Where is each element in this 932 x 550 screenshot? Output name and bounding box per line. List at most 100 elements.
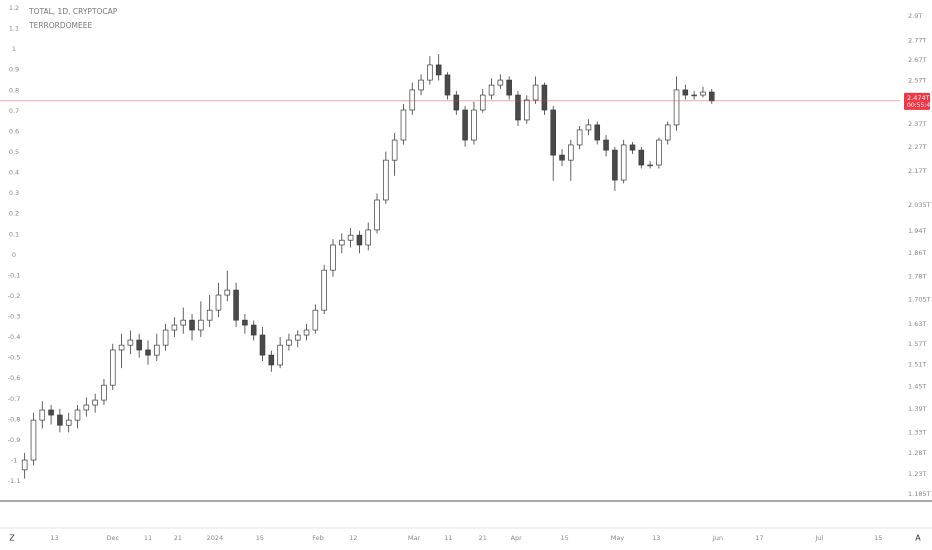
x-tick-label: 21	[174, 534, 182, 542]
candle-body	[374, 199, 380, 231]
x-tick-label: 13	[50, 534, 58, 542]
x-tick-label: Jun	[712, 534, 723, 542]
y-tick-label: -0.6	[8, 374, 21, 382]
candle-body	[83, 404, 90, 411]
candle-body	[198, 319, 204, 331]
y-tick-label: 0.3	[9, 189, 19, 197]
countdown-label: 00:55:42	[907, 102, 932, 109]
y2-tick-label: 1.78T	[908, 273, 926, 281]
candle-body	[330, 244, 336, 271]
y-tick-label: 0.2	[9, 210, 19, 218]
candle-body	[620, 144, 627, 181]
x-tick-label: May	[611, 534, 625, 542]
candle-body	[339, 239, 345, 246]
y-tick-label: -1.1	[8, 477, 21, 485]
y-tick-label: 1.2	[9, 4, 19, 12]
candle-body	[74, 409, 81, 421]
y2-tick-label: 1.33T	[908, 428, 926, 436]
candle-body	[206, 309, 213, 321]
y-tick-label: -0.8	[8, 415, 21, 423]
y-tick-label: 0.7	[9, 107, 19, 115]
candle-body	[171, 324, 178, 331]
x-tick-label: Feb	[312, 534, 324, 542]
candle-body	[594, 124, 601, 141]
candle-body	[118, 344, 125, 351]
y2-tick-label: 2.9T	[908, 12, 922, 20]
candle-body	[189, 319, 195, 331]
y2-tick-label: 2.035T	[908, 201, 931, 209]
candle-body	[550, 109, 556, 156]
x-tick-label: 13	[652, 534, 660, 542]
y-tick-label: -0.9	[8, 436, 21, 444]
y-tick-label: 0	[12, 251, 16, 259]
scale-button[interactable]: Z	[9, 534, 15, 543]
y2-tick-label: 1.185T	[908, 490, 931, 498]
candle-body	[180, 319, 187, 326]
candle-body	[136, 339, 142, 351]
y-tick-label: -0.3	[8, 313, 21, 321]
y2-tick-label: 2.27T	[908, 143, 926, 151]
y-tick-label: 0.9	[9, 66, 19, 74]
candle-body	[427, 64, 433, 81]
candle-body	[497, 79, 504, 86]
y2-tick-label: 1.705T	[908, 296, 931, 304]
x-tick-label: 12	[349, 534, 357, 542]
y-tick-label: -0.1	[8, 271, 21, 279]
y-tick-label: 1.1	[9, 25, 19, 33]
x-tick-label: 15	[256, 534, 264, 542]
candle-body	[409, 89, 416, 111]
candle-body	[612, 149, 618, 181]
candle-body	[233, 289, 239, 321]
y2-tick-label: 1.57T	[908, 340, 926, 348]
candle-body	[48, 409, 54, 416]
candle-body	[101, 384, 107, 401]
x-tick-label: Apr	[511, 534, 523, 542]
x-tick-label: 15	[874, 534, 882, 542]
x-tick-label: Jul	[814, 534, 823, 542]
candle-body	[294, 334, 301, 341]
y-tick-label: 0.8	[9, 86, 19, 94]
candle-body	[109, 349, 116, 386]
candle-body	[418, 79, 424, 91]
candle-body	[321, 269, 327, 311]
y-tick-label: 0.1	[9, 230, 19, 238]
candle-body	[629, 144, 636, 151]
candle-body	[524, 99, 530, 121]
candle-body	[708, 91, 715, 102]
y2-tick-label: 1.45T	[908, 382, 926, 390]
candle-body	[145, 349, 151, 356]
y2-tick-label: 2.67T	[908, 56, 926, 64]
y-tick-label: -1	[11, 457, 17, 465]
candle-body	[638, 149, 645, 166]
candle-body	[57, 414, 63, 426]
y2-tick-label: 2.57T	[908, 77, 926, 85]
candle-body	[691, 94, 697, 97]
candle-body	[286, 339, 292, 346]
candle-body	[471, 109, 477, 141]
candle-body	[462, 109, 468, 141]
candle-body	[400, 109, 407, 141]
y-tick-label: -0.4	[8, 333, 21, 341]
candle-body	[303, 329, 310, 336]
candle-body	[250, 324, 257, 336]
candle-body	[312, 309, 319, 331]
y-tick-label: -0.5	[8, 354, 21, 362]
candle-body	[39, 409, 46, 421]
y2-tick-label: 1.39T	[908, 405, 926, 413]
candle-body	[391, 139, 398, 161]
y2-tick-label: 2.37T	[908, 120, 926, 128]
candle-body	[532, 84, 539, 101]
candle-body	[656, 139, 662, 166]
candle-body	[559, 154, 565, 161]
y-tick-label: 0.4	[9, 169, 19, 177]
candle-body	[576, 129, 583, 146]
candle-body	[347, 234, 354, 241]
candle-body	[365, 229, 371, 246]
auto-scale-button[interactable]: A	[915, 534, 921, 543]
y-tick-label: -0.2	[8, 292, 21, 300]
candle-body	[585, 124, 592, 131]
candle-body	[673, 89, 680, 126]
candle-body	[215, 294, 222, 311]
x-tick-label: Mar	[408, 534, 421, 542]
